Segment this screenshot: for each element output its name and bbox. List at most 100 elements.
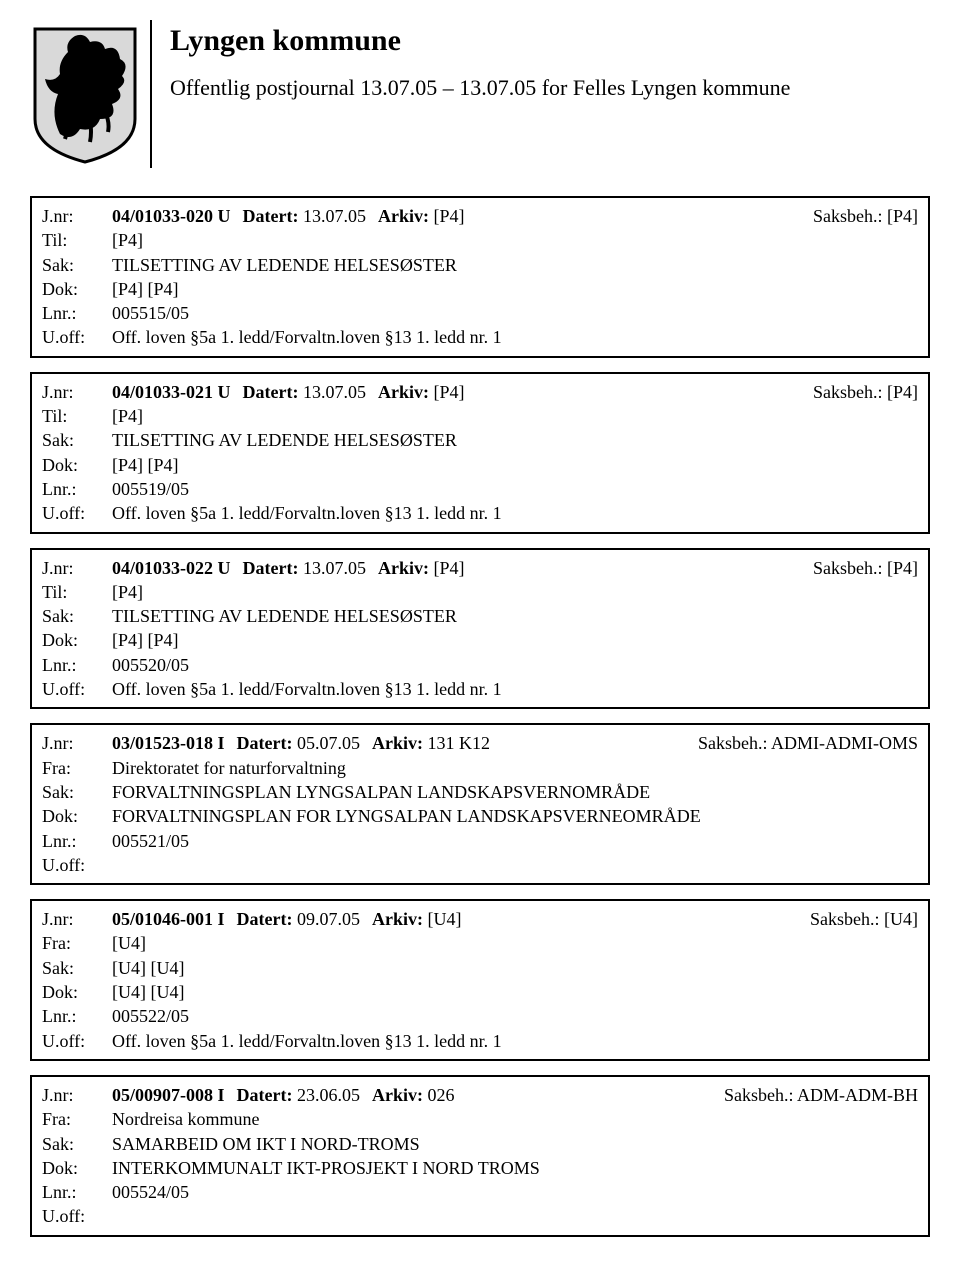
entry-sak-line: Sak:SAMARBEID OM IKT I NORD-TROMS xyxy=(42,1132,918,1156)
arkiv-segment: Arkiv: [P4] xyxy=(378,556,465,580)
entry-lnr-line: Lnr.:005524/05 xyxy=(42,1180,918,1204)
datert-segment: Datert: 05.07.05 xyxy=(237,731,360,755)
entry-sak-line: Sak:TILSETTING AV LEDENDE HELSESØSTER xyxy=(42,604,918,628)
party-value: Nordreisa kommune xyxy=(112,1107,918,1131)
entry-party-line: Fra:[U4] xyxy=(42,931,918,955)
dok-value: FORVALTNINGSPLAN FOR LYNGSALPAN LANDSKAP… xyxy=(112,804,918,828)
uoff-value: Off. loven §5a 1. ledd/Forvaltn.loven §1… xyxy=(112,325,918,349)
direction-label: Til: xyxy=(42,228,112,252)
page-title: Lyngen kommune xyxy=(170,24,790,58)
lnr-label: Lnr.: xyxy=(42,653,112,677)
entry-uoff-line: U.off:Off. loven §5a 1. ledd/Forvaltn.lo… xyxy=(42,501,918,525)
entry-uoff-line: U.off: xyxy=(42,1204,918,1228)
entry-dok-line: Dok:FORVALTNINGSPLAN FOR LYNGSALPAN LAND… xyxy=(42,804,918,828)
datert-segment: Datert: 13.07.05 xyxy=(243,380,366,404)
entry-top-content: 04/01033-020 UDatert: 13.07.05Arkiv: [P4… xyxy=(112,204,918,228)
sak-label: Sak: xyxy=(42,428,112,452)
page-subtitle: Offentlig postjournal 13.07.05 – 13.07.0… xyxy=(170,74,790,103)
dok-value: [U4] [U4] xyxy=(112,980,918,1004)
datert-segment: Datert: 23.06.05 xyxy=(237,1083,360,1107)
entry-lnr-line: Lnr.:005515/05 xyxy=(42,301,918,325)
sak-value: SAMARBEID OM IKT I NORD-TROMS xyxy=(112,1132,918,1156)
jnr-value: 05/00907-008 I xyxy=(112,1083,225,1107)
lnr-label: Lnr.: xyxy=(42,829,112,853)
jnr-value: 03/01523-018 I xyxy=(112,731,225,755)
dok-label: Dok: xyxy=(42,980,112,1004)
entry-jnr-line: J.nr:03/01523-018 IDatert: 05.07.05Arkiv… xyxy=(42,731,918,755)
uoff-value xyxy=(112,853,918,877)
entry-jnr-line: J.nr:05/01046-001 IDatert: 09.07.05Arkiv… xyxy=(42,907,918,931)
uoff-value: Off. loven §5a 1. ledd/Forvaltn.loven §1… xyxy=(112,677,918,701)
datert-segment: Datert: 13.07.05 xyxy=(243,204,366,228)
entry-lnr-line: Lnr.:005520/05 xyxy=(42,653,918,677)
sak-label: Sak: xyxy=(42,253,112,277)
direction-label: Til: xyxy=(42,404,112,428)
sak-value: TILSETTING AV LEDENDE HELSESØSTER xyxy=(112,428,918,452)
party-value: Direktoratet for naturforvaltning xyxy=(112,756,918,780)
entry-uoff-line: U.off:Off. loven §5a 1. ledd/Forvaltn.lo… xyxy=(42,325,918,349)
dok-value: [P4] [P4] xyxy=(112,628,918,652)
saksbeh-segment: Saksbeh.: [U4] xyxy=(810,907,918,931)
journal-entry: J.nr:04/01033-020 UDatert: 13.07.05Arkiv… xyxy=(30,196,930,358)
party-value: [P4] xyxy=(112,228,918,252)
sak-value: TILSETTING AV LEDENDE HELSESØSTER xyxy=(112,604,918,628)
arkiv-segment: Arkiv: [U4] xyxy=(372,907,462,931)
direction-label: Til: xyxy=(42,580,112,604)
journal-entry: J.nr:05/00907-008 IDatert: 23.06.05Arkiv… xyxy=(30,1075,930,1237)
jnr-label: J.nr: xyxy=(42,380,112,404)
entry-dok-line: Dok:INTERKOMMUNALT IKT-PROSJEKT I NORD T… xyxy=(42,1156,918,1180)
entry-sak-line: Sak:TILSETTING AV LEDENDE HELSESØSTER xyxy=(42,253,918,277)
arkiv-segment: Arkiv: [P4] xyxy=(378,380,465,404)
entry-dok-line: Dok:[P4] [P4] xyxy=(42,453,918,477)
party-value: [P4] xyxy=(112,404,918,428)
direction-label: Fra: xyxy=(42,756,112,780)
uoff-value: Off. loven §5a 1. ledd/Forvaltn.loven §1… xyxy=(112,501,918,525)
entry-top-content: 04/01033-022 U Datert: 13.07.05 Arkiv: [P4… xyxy=(112,556,918,580)
saksbeh-segment: Saksbeh.: ADMI-ADMI-OMS xyxy=(698,731,918,755)
sak-label: Sak: xyxy=(42,956,112,980)
lnr-value: 005524/05 xyxy=(112,1180,918,1204)
saksbeh-segment: Saksbeh.: [P4] xyxy=(813,380,918,404)
dok-label: Dok: xyxy=(42,277,112,301)
jnr-label: J.nr: xyxy=(42,907,112,931)
municipality-crest-icon xyxy=(30,24,140,164)
journal-entry: J.nr:04/01033-021 UDatert: 13.07.05Arkiv… xyxy=(30,372,930,534)
arkiv-segment: Arkiv: 131 K12 xyxy=(372,731,490,755)
lnr-value: 005521/05 xyxy=(112,829,918,853)
direction-label: Fra: xyxy=(42,931,112,955)
dok-label: Dok: xyxy=(42,1156,112,1180)
lnr-label: Lnr.: xyxy=(42,1004,112,1028)
entry-jnr-line: J.nr:05/00907-008 IDatert: 23.06.05Arkiv… xyxy=(42,1083,918,1107)
entry-top-content: 03/01523-018 I Datert: 05.07.05 Arkiv: 131… xyxy=(112,731,918,755)
jnr-value: 04/01033-022 U xyxy=(112,556,231,580)
direction-label: Fra: xyxy=(42,1107,112,1131)
entry-sak-line: Sak:FORVALTNINGSPLAN LYNGSALPAN LANDSKAP… xyxy=(42,780,918,804)
lnr-value: 005522/05 xyxy=(112,1004,918,1028)
entry-party-line: Fra:Nordreisa kommune xyxy=(42,1107,918,1131)
entry-party-line: Til:[P4] xyxy=(42,228,918,252)
jnr-label: J.nr: xyxy=(42,204,112,228)
entry-lnr-line: Lnr.:005519/05 xyxy=(42,477,918,501)
jnr-value: 04/01033-020 U xyxy=(112,204,231,228)
sak-label: Sak: xyxy=(42,1132,112,1156)
sak-value: [U4] [U4] xyxy=(112,956,918,980)
saksbeh-segment: Saksbeh.: ADM-ADM-BH xyxy=(724,1083,918,1107)
sak-value: TILSETTING AV LEDENDE HELSESØSTER xyxy=(112,253,918,277)
uoff-label: U.off: xyxy=(42,853,112,877)
entry-sak-line: Sak:[U4] [U4] xyxy=(42,956,918,980)
lnr-label: Lnr.: xyxy=(42,1180,112,1204)
dok-label: Dok: xyxy=(42,628,112,652)
lnr-label: Lnr.: xyxy=(42,301,112,325)
entry-uoff-line: U.off:Off. loven §5a 1. ledd/Forvaltn.lo… xyxy=(42,677,918,701)
uoff-label: U.off: xyxy=(42,501,112,525)
journal-entry: J.nr:05/01046-001 IDatert: 09.07.05Arkiv… xyxy=(30,899,930,1061)
dok-value: INTERKOMMUNALT IKT-PROSJEKT I NORD TROMS xyxy=(112,1156,918,1180)
party-value: [U4] xyxy=(112,931,918,955)
entry-party-line: Til:[P4] xyxy=(42,404,918,428)
dok-label: Dok: xyxy=(42,453,112,477)
entry-top-content: 04/01033-021 UDatert: 13.07.05Arkiv: [P4… xyxy=(112,380,918,404)
dok-value: [P4] [P4] xyxy=(112,277,918,301)
entries-list: J.nr:04/01033-020 UDatert: 13.07.05Arkiv… xyxy=(30,196,930,1237)
dok-label: Dok: xyxy=(42,804,112,828)
datert-segment: Datert: 13.07.05 xyxy=(243,556,366,580)
